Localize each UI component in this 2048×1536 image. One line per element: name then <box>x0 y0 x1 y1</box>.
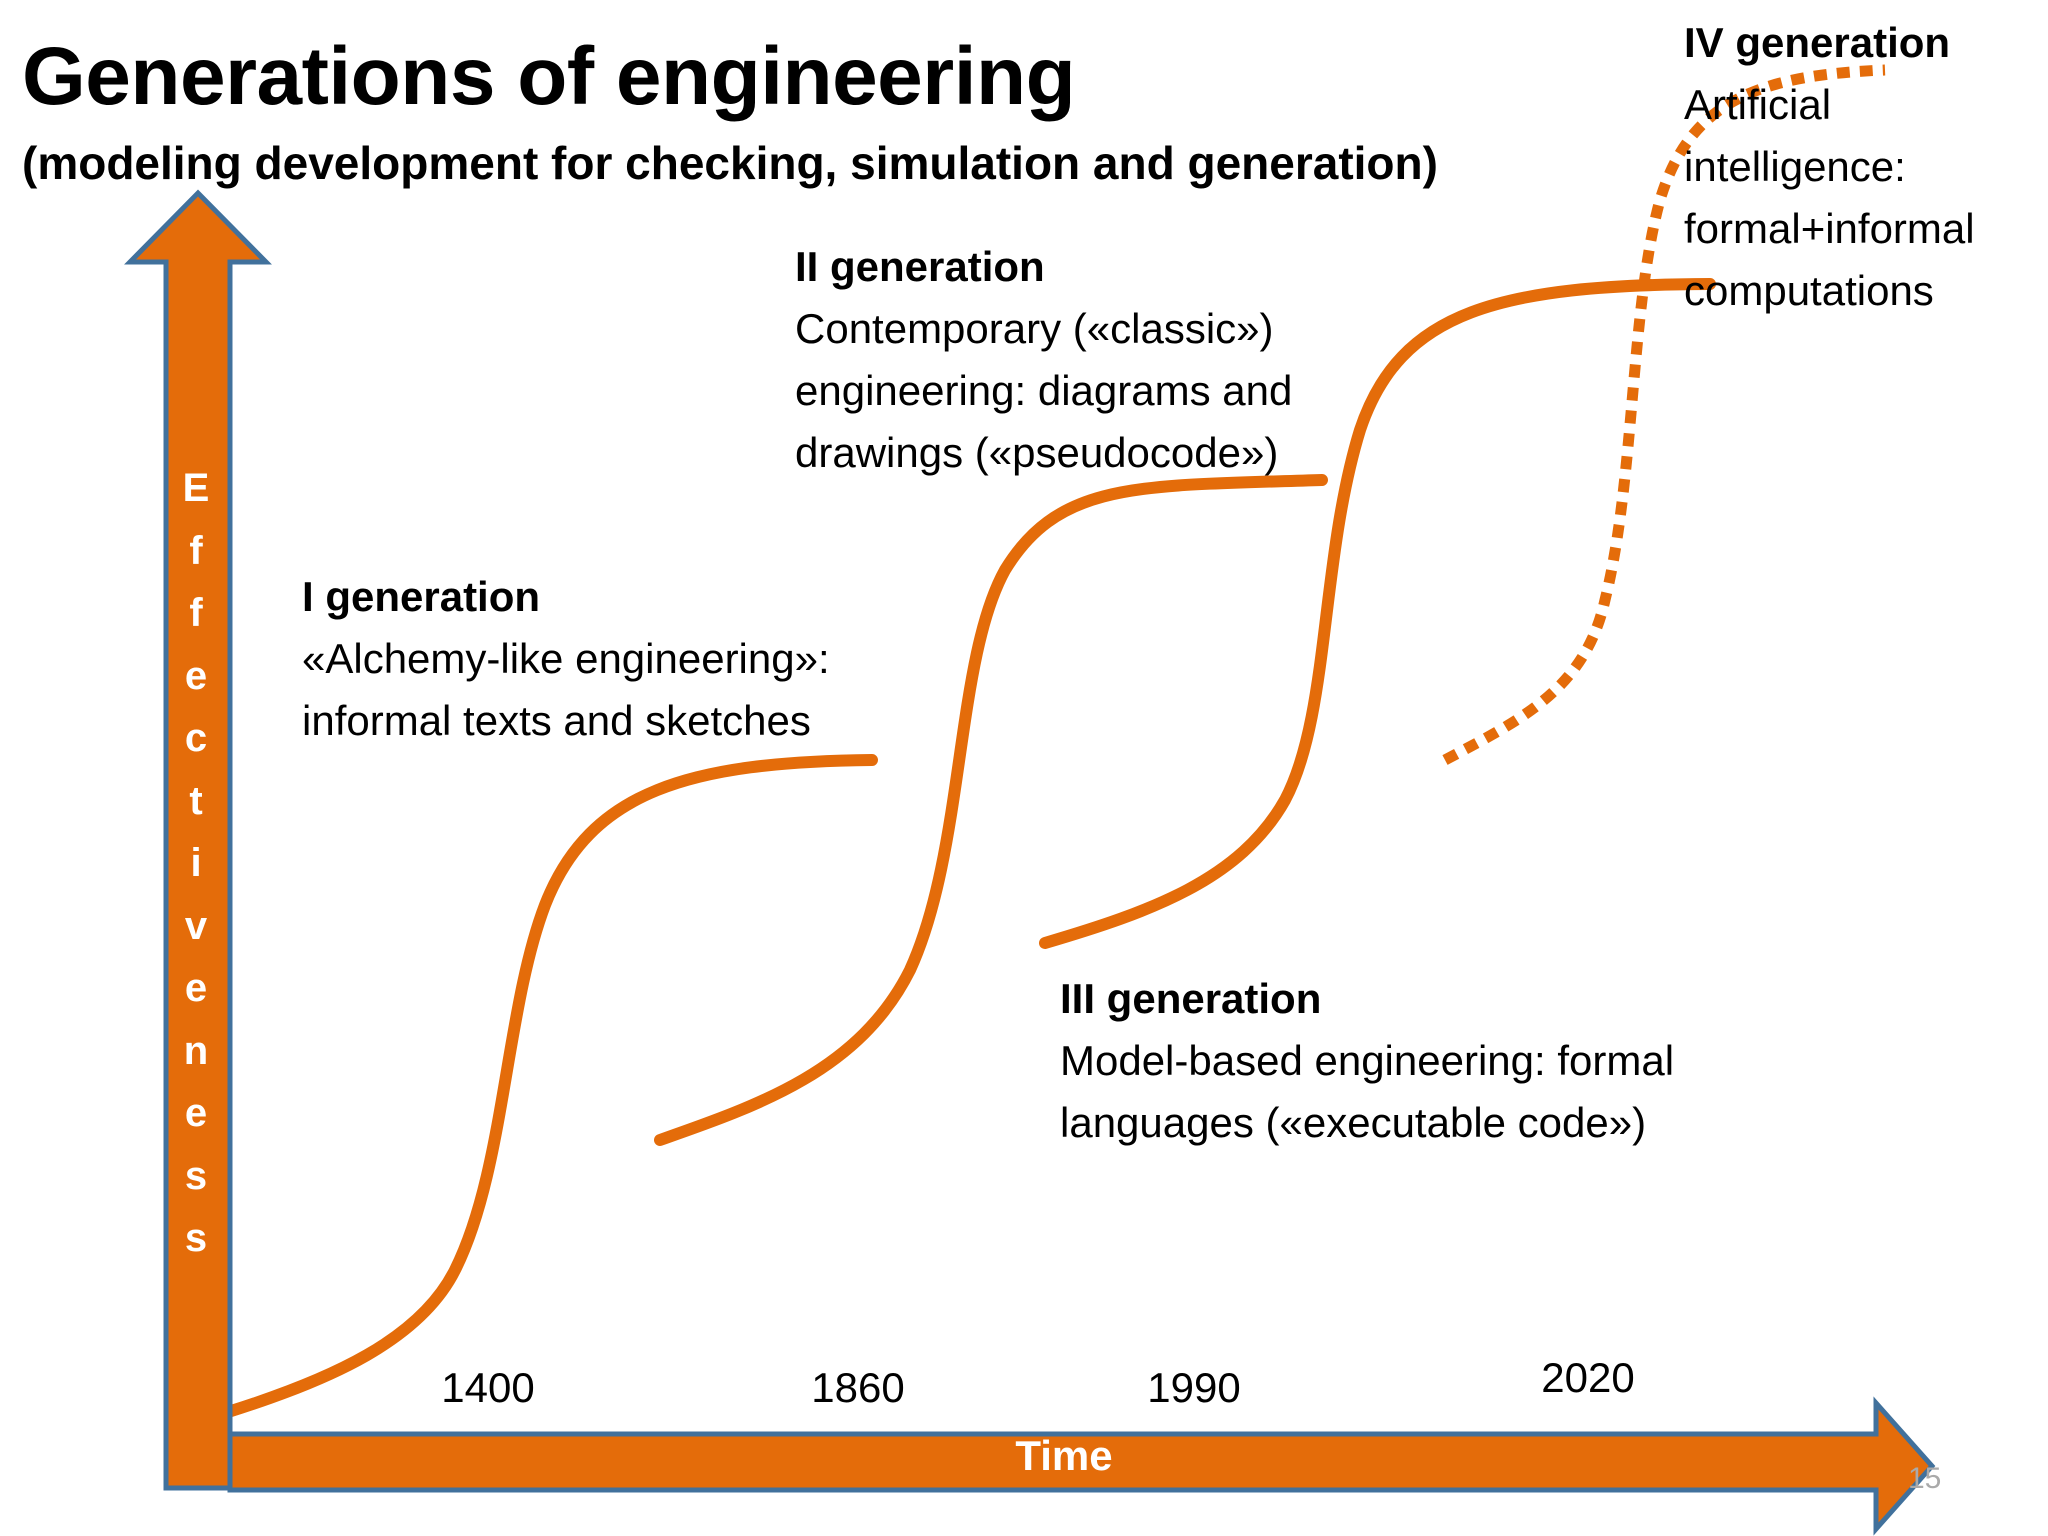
generation-2-block: II generation Contemporary («classic») e… <box>795 236 1292 484</box>
curve-generation-1 <box>222 754 878 1418</box>
generation-4-line: computations <box>1684 267 1934 314</box>
generation-3-line: Model-based engineering: formal <box>1060 1037 1675 1084</box>
page-title: Generations of engineering <box>22 31 1076 122</box>
generation-4-line: Artificial <box>1684 81 1832 128</box>
generation-3-title: III generation <box>1060 975 1322 1022</box>
tick-label: 2020 <box>1541 1354 1635 1401</box>
generation-4-title: IV generation <box>1684 19 1951 66</box>
y-axis-arrow <box>124 189 272 1491</box>
page-subtitle: (modeling development for checking, simu… <box>22 137 1438 189</box>
generation-4-line: formal+informal <box>1684 205 1975 252</box>
generation-3-line: languages («executable code») <box>1060 1099 1647 1146</box>
curve-generation-3 <box>1039 278 1716 949</box>
generation-3-block: III generation Model-based engineering: … <box>1060 968 1674 1154</box>
x-axis-label: Time <box>1015 1432 1113 1479</box>
generation-2-title: II generation <box>795 243 1045 290</box>
generation-1-title: I generation <box>302 573 541 620</box>
generation-2-line: drawings («pseudocode») <box>795 429 1279 476</box>
tick-label: 1860 <box>811 1364 905 1411</box>
tick-label: 1400 <box>441 1364 535 1411</box>
curve-generation-4-dotted <box>1442 64 1886 765</box>
curve-generation-2 <box>654 474 1328 1146</box>
x-axis-arrow <box>227 1396 1936 1536</box>
generation-4-block: IV generation Artificial intelligence: f… <box>1684 12 1975 322</box>
page-number: 15 <box>1908 1462 1942 1495</box>
generation-1-block: I generation «Alchemy-like engineering»:… <box>302 566 830 752</box>
generation-2-line: engineering: diagrams and <box>795 367 1293 414</box>
generation-2-line: Contemporary («classic») <box>795 305 1274 352</box>
tick-label: 1990 <box>1147 1364 1241 1411</box>
generation-1-line: informal texts and sketches <box>302 697 811 744</box>
generation-1-line: «Alchemy-like engineering»: <box>302 635 830 682</box>
generation-4-line: intelligence: <box>1684 143 1906 190</box>
